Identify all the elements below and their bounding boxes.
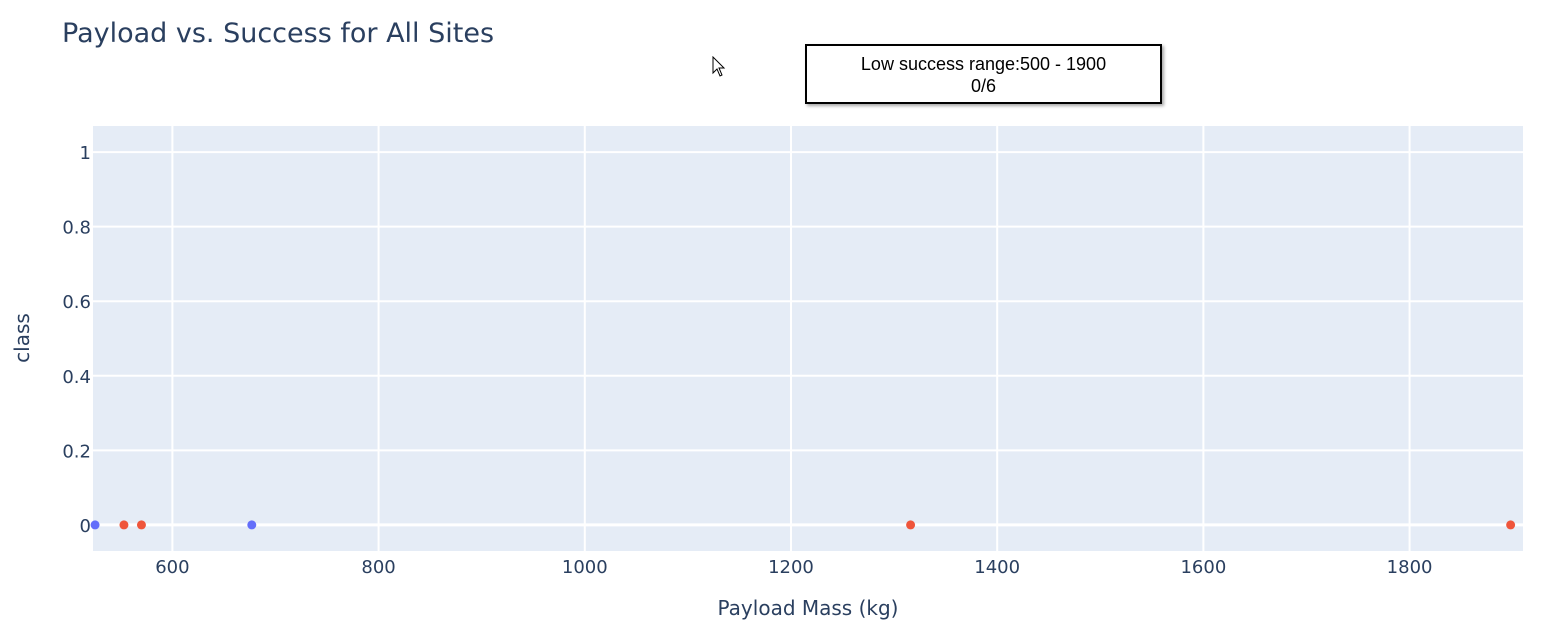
plot-background — [93, 126, 1523, 551]
tick-labels: 600 800 1000 1200 1400 1600 1800 0 0.2 0.4 0.6 0.8 1 — [62, 143, 1432, 578]
data-point[interactable] — [247, 520, 257, 530]
y-tick-label: 0 — [80, 516, 91, 537]
x-tick-label: 1400 — [974, 557, 1020, 578]
y-tick-label: 0.4 — [62, 367, 91, 388]
x-axis-label: Payload Mass (kg) — [718, 596, 899, 620]
annotation-line-1: Low success range:500 - 1900 — [860, 54, 1107, 74]
x-tick-label: 1000 — [562, 557, 608, 578]
data-points — [90, 520, 1516, 530]
grid-lines — [93, 126, 1523, 551]
chart-title: Payload vs. Success for All Sites — [62, 18, 495, 49]
data-point[interactable] — [90, 520, 100, 530]
y-tick-label: 0.2 — [62, 441, 91, 462]
y-tick-label: 0.6 — [62, 292, 91, 313]
data-point[interactable] — [906, 520, 916, 530]
x-tick-label: 1600 — [1180, 557, 1226, 578]
annotation-box: Low success range:500 - 1900 0/6 — [805, 44, 1162, 104]
annotation-line-2: 0/6 — [970, 76, 997, 96]
x-tick-label: 1800 — [1387, 557, 1433, 578]
y-tick-label: 1 — [80, 143, 91, 164]
mouse-cursor-icon — [712, 56, 726, 77]
y-axis-label: class — [10, 313, 34, 363]
data-point[interactable] — [136, 520, 146, 530]
data-point[interactable] — [119, 520, 129, 530]
x-tick-label: 800 — [361, 557, 395, 578]
x-tick-label: 1200 — [768, 557, 814, 578]
y-tick-label: 0.8 — [62, 218, 91, 239]
data-point[interactable] — [1506, 520, 1516, 530]
x-tick-label: 600 — [155, 557, 189, 578]
